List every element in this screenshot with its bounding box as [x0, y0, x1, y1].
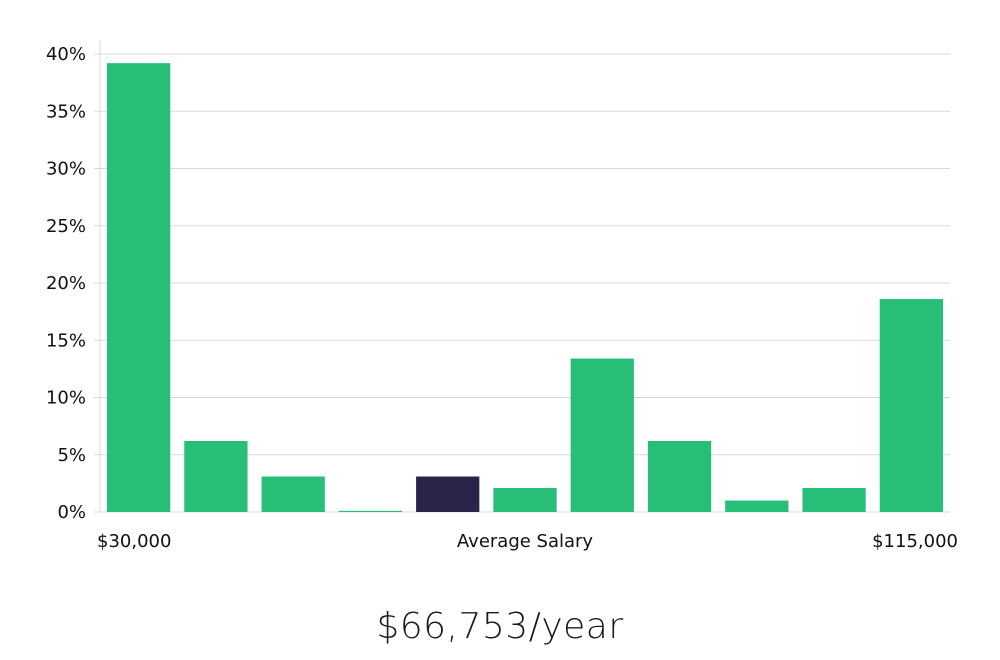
bar — [570, 358, 634, 512]
y-axis-ticks: 0% 5% 10% 15% 20% 25% 30% 35% 40% — [46, 44, 100, 523]
x-min-label: $30,000 — [97, 531, 171, 552]
bar — [107, 63, 171, 512]
y-tick-label: 15% — [46, 330, 86, 351]
bar — [647, 441, 712, 512]
bars — [107, 63, 943, 512]
y-tick-label: 35% — [46, 101, 86, 122]
bar — [338, 510, 403, 512]
y-tick-label: 40% — [46, 44, 86, 65]
y-tick-label: 20% — [46, 273, 86, 294]
y-tick-label: 25% — [46, 216, 86, 237]
y-tick-label: 30% — [46, 159, 86, 180]
bar — [725, 500, 789, 512]
x-max-label: $115,000 — [872, 531, 958, 552]
salary-histogram: 0% 5% 10% 15% 20% 25% 30% 35% 40% $30,000 Averag… — [46, 40, 958, 552]
bar-highlighted — [416, 476, 480, 512]
y-tick-label: 10% — [46, 388, 86, 409]
bar — [879, 299, 943, 512]
average-salary-value: $66,753/year — [376, 606, 624, 647]
histogram-chart: 0% 5% 10% 15% 20% 25% 30% 35% 40% $30,000 Averag… — [46, 40, 958, 552]
bar — [493, 487, 557, 512]
y-tick-label: 5% — [57, 445, 86, 466]
bar — [184, 441, 248, 512]
y-tick-label: 0% — [57, 502, 86, 523]
bar — [802, 487, 866, 512]
x-axis-title: Average Salary — [457, 531, 594, 552]
bar — [261, 476, 325, 512]
